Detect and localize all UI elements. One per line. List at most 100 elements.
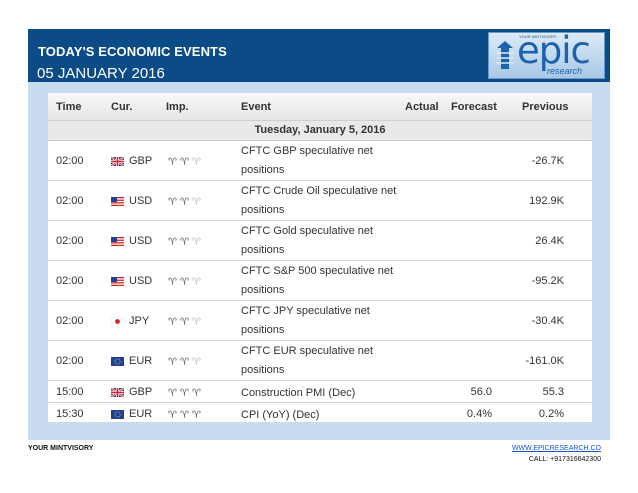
event-time: 15:30 <box>56 408 84 420</box>
bull-icon: ♈ <box>168 237 177 248</box>
gb-flag-icon <box>110 387 125 398</box>
importance-rating: ♈ ♈ ♈ <box>168 276 204 288</box>
event-name: CFTC S&P 500 speculative net positions <box>241 265 394 296</box>
bull-icon: ♈ <box>180 317 189 328</box>
importance-rating: ♈ ♈ ♈ <box>168 409 204 421</box>
event-time: 15:00 <box>56 386 84 398</box>
importance-rating: ♈ ♈ ♈ <box>168 196 204 208</box>
bull-icon: ♈ <box>180 237 189 248</box>
event-forecast: 0.4% <box>466 408 492 420</box>
col-time: Time <box>56 101 82 113</box>
event-previous: 0.2% <box>538 408 564 420</box>
bull-icon: ♈ <box>180 197 189 208</box>
footer-tagline: YOUR MINTVISORY <box>28 445 94 452</box>
event-currency: EUR <box>129 408 153 420</box>
table-row: 15:00 GBP ♈ ♈ ♈ Construction PMI (Dec) 56.0 55.… <box>48 381 592 403</box>
bull-icon: ♈ <box>192 388 201 399</box>
table-row: 15:30 EUR ♈ ♈ ♈ CPI (YoY) (Dec) 0.4% 0.2% <box>48 403 592 422</box>
table-row: 02:00 EUR ♈ ♈ ♈ CFTC EUR speculative net posi… <box>48 341 592 381</box>
event-time: 02:00 <box>56 195 84 207</box>
event-name: CFTC GBP speculative net positions <box>241 145 373 176</box>
jp-flag-icon <box>110 316 125 327</box>
bull-icon: ♈ <box>180 357 189 368</box>
bull-icon: ♈ <box>168 277 177 288</box>
event-previous: 55.3 <box>542 386 564 398</box>
importance-rating: ♈ ♈ ♈ <box>168 316 204 328</box>
bull-icon: ♈ <box>180 388 189 399</box>
bull-icon: ♈ <box>180 410 189 421</box>
page-title: TODAY'S ECONOMIC EVENTS <box>38 44 227 59</box>
day-separator: Tuesday, January 5, 2016 <box>48 121 592 141</box>
event-time: 02:00 <box>56 235 84 247</box>
bull-icon: ♈ <box>192 237 201 248</box>
us-flag-icon <box>111 197 124 206</box>
event-name: CPI (YoY) (Dec) <box>241 409 320 421</box>
page-date: 05 JANUARY 2016 <box>37 65 165 82</box>
col-importance: Imp. <box>166 101 189 113</box>
bull-logo-icon <box>496 41 514 69</box>
website-link[interactable]: WWW.EPICRESEARCH.CO <box>511 445 601 452</box>
col-actual: Actual <box>405 101 439 113</box>
logo-tagline: YOUR MINTVISORY <box>519 34 557 39</box>
importance-rating: ♈ ♈ ♈ <box>168 236 204 248</box>
col-event: Event <box>241 101 271 113</box>
bull-icon: ♈ <box>192 277 201 288</box>
bull-icon: ♈ <box>168 157 177 168</box>
event-currency: JPY <box>129 315 150 327</box>
event-currency: USD <box>129 235 153 247</box>
event-time: 02:00 <box>56 355 84 367</box>
bull-icon: ♈ <box>192 357 201 368</box>
us-flag-icon <box>111 277 124 286</box>
event-previous: -161.0K <box>525 355 564 367</box>
event-time: 02:00 <box>56 155 84 167</box>
table-row: 02:00 USD ♈ ♈ ♈ CFTC Gold speculative net pos… <box>48 221 592 261</box>
gb-flag-icon <box>110 156 125 167</box>
event-currency: USD <box>129 275 153 287</box>
event-previous: -95.2K <box>531 275 564 287</box>
table-header: Time Cur. Imp. Event Actual Forecast Pre… <box>48 93 592 121</box>
bull-icon: ♈ <box>180 277 189 288</box>
table-row: 02:00 JPY ♈ ♈ ♈ CFTC JPY speculative net posi… <box>48 301 592 341</box>
event-currency: GBP <box>129 155 153 167</box>
event-previous: 192.9K <box>529 195 564 207</box>
event-name: CFTC Gold speculative net positions <box>241 225 374 256</box>
bull-icon: ♈ <box>168 317 177 328</box>
bull-icon: ♈ <box>192 197 201 208</box>
economic-calendar-table: Time Cur. Imp. Event Actual Forecast Pre… <box>48 93 592 422</box>
bull-icon: ♈ <box>192 157 201 168</box>
event-name: CFTC Crude Oil speculative net positions <box>241 185 397 216</box>
importance-rating: ♈ ♈ ♈ <box>168 387 204 399</box>
bull-icon: ♈ <box>192 317 201 328</box>
bull-icon: ♈ <box>180 157 189 168</box>
bull-icon: ♈ <box>192 410 201 421</box>
event-name: CFTC JPY speculative net positions <box>241 305 370 336</box>
epic-research-logo: YOUR MINTVISORY epic research <box>488 32 605 79</box>
col-forecast: Forecast <box>451 101 497 113</box>
col-currency: Cur. <box>111 101 133 113</box>
event-previous: -26.7K <box>531 155 564 167</box>
event-previous: 26.4K <box>535 235 564 247</box>
importance-rating: ♈ ♈ ♈ <box>168 356 204 368</box>
eu-flag-icon <box>111 357 124 366</box>
logo-word: epic <box>517 32 591 72</box>
event-currency: EUR <box>129 355 153 367</box>
col-previous: Previous <box>522 101 569 113</box>
table-row: 02:00 USD ♈ ♈ ♈ CFTC S&P 500 speculative net … <box>48 261 592 301</box>
contact-phone: CALL: +917316642300 <box>528 456 601 463</box>
importance-rating: ♈ ♈ ♈ <box>168 156 204 168</box>
event-time: 02:00 <box>56 275 84 287</box>
us-flag-icon <box>111 237 124 246</box>
event-previous: -30.4K <box>531 315 564 327</box>
calendar-panel: Time Cur. Imp. Event Actual Forecast Pre… <box>28 82 610 440</box>
header-banner: TODAY'S ECONOMIC EVENTS 05 JANUARY 2016 … <box>28 29 610 82</box>
event-currency: GBP <box>129 386 153 398</box>
event-name: Construction PMI (Dec) <box>241 387 356 399</box>
table-row: 02:00 USD ♈ ♈ ♈ CFTC Crude Oil speculative ne… <box>48 181 592 221</box>
event-forecast: 56.0 <box>470 386 492 398</box>
bull-icon: ♈ <box>168 197 177 208</box>
bull-icon: ♈ <box>168 410 177 421</box>
bull-icon: ♈ <box>168 357 177 368</box>
bull-icon: ♈ <box>168 388 177 399</box>
event-name: CFTC EUR speculative net positions <box>241 345 374 376</box>
eu-flag-icon <box>111 410 124 419</box>
